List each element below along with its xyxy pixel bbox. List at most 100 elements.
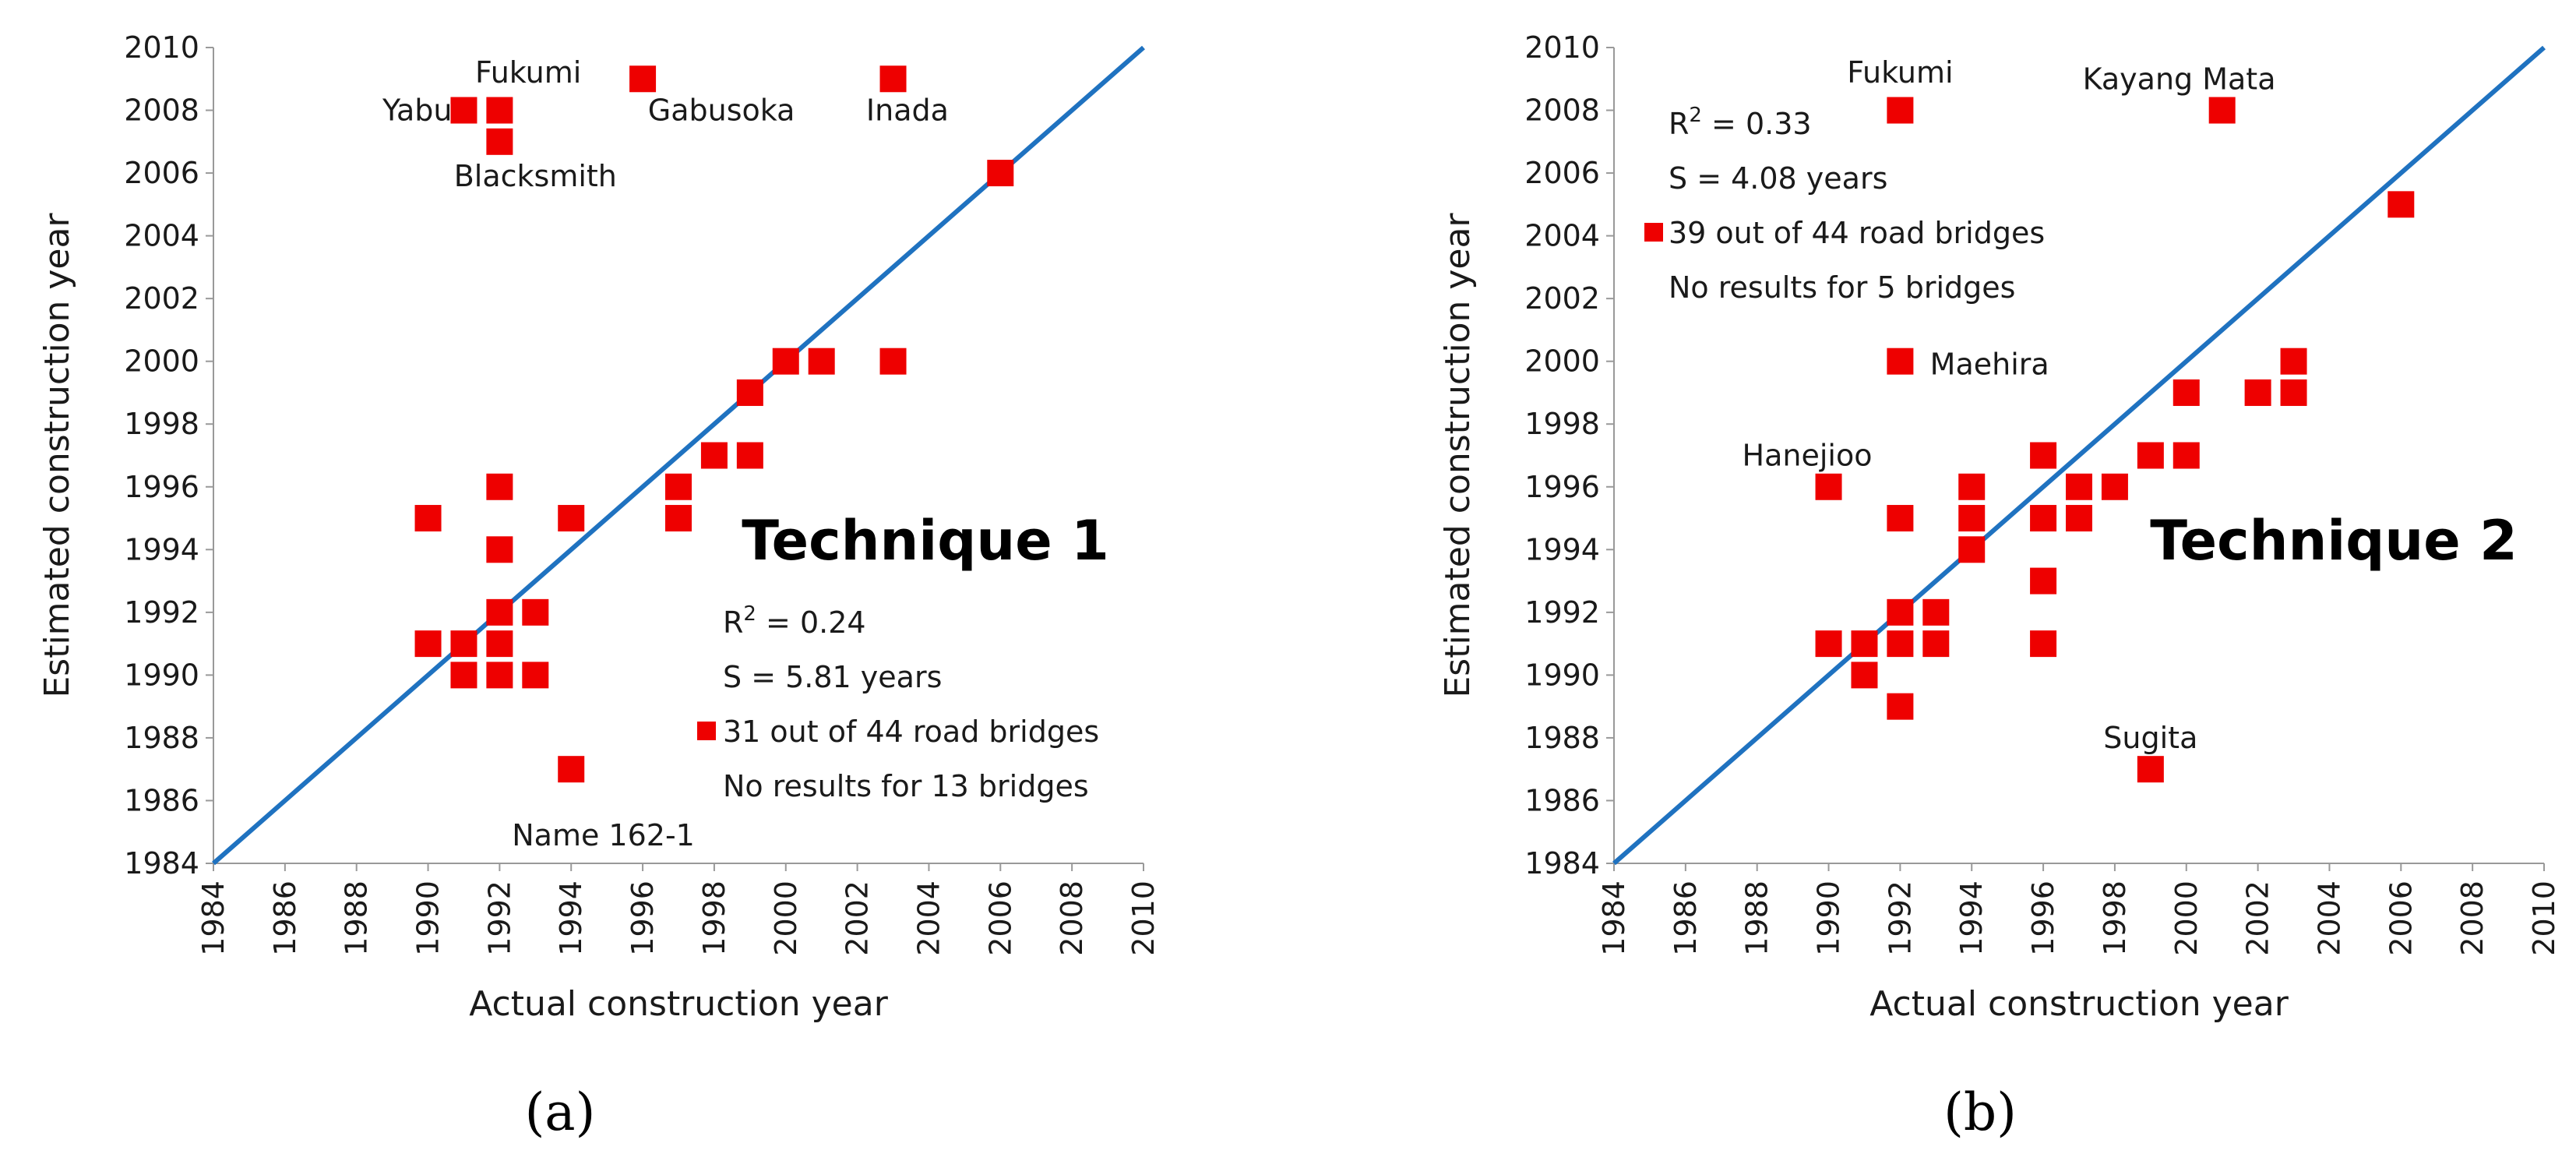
x-tick-label: 1992 bbox=[482, 880, 516, 956]
data-point bbox=[1922, 598, 1950, 626]
data-point bbox=[2066, 505, 2092, 532]
annotation-label: Sugita bbox=[2103, 721, 2197, 755]
data-point bbox=[879, 65, 907, 93]
y-tick-label: 1988 bbox=[1524, 721, 1600, 755]
no-results-label: No results for 5 bridges bbox=[1669, 270, 2015, 305]
y-tick-label: 2008 bbox=[124, 94, 199, 128]
y-tick-label: 1984 bbox=[124, 846, 199, 880]
data-point bbox=[486, 536, 513, 563]
y-tick-label: 2008 bbox=[1524, 94, 1600, 128]
data-point bbox=[1851, 662, 1878, 689]
x-tick-label: 2006 bbox=[983, 880, 1017, 956]
standard-error-label: S = 4.08 years bbox=[1669, 161, 1887, 196]
panel-label: (a) bbox=[525, 1082, 596, 1142]
data-point bbox=[1851, 630, 1878, 658]
standard-error-label: S = 5.81 years bbox=[723, 660, 942, 694]
y-tick-label: 2002 bbox=[1524, 281, 1600, 316]
data-point bbox=[2030, 505, 2057, 532]
data-point bbox=[558, 756, 585, 783]
data-point bbox=[736, 442, 763, 469]
x-tick-label: 1988 bbox=[340, 880, 374, 956]
y-tick-label: 1998 bbox=[124, 407, 199, 441]
y-tick-label: 1994 bbox=[124, 532, 199, 566]
y-tick-label: 2004 bbox=[1524, 219, 1600, 253]
data-point bbox=[2280, 348, 2307, 375]
data-point bbox=[450, 662, 477, 689]
x-tick-label: 2010 bbox=[2527, 880, 2561, 956]
data-point bbox=[2387, 191, 2415, 218]
y-tick-label: 1990 bbox=[124, 658, 199, 692]
annotation-label: Gabusoka bbox=[648, 94, 795, 128]
x-tick-label: 1990 bbox=[1812, 880, 1846, 956]
data-point bbox=[736, 379, 763, 406]
y-tick-label: 2006 bbox=[124, 156, 199, 190]
data-point bbox=[1815, 630, 1842, 658]
data-point bbox=[558, 505, 585, 532]
x-tick-label: 1998 bbox=[2098, 880, 2132, 956]
data-point bbox=[1887, 505, 1914, 532]
y-axis-title: Estimated construction year bbox=[1438, 213, 1478, 698]
x-tick-label: 2006 bbox=[2384, 880, 2418, 956]
data-point bbox=[2030, 442, 2057, 469]
y-tick-label: 2000 bbox=[1524, 344, 1600, 379]
y-tick-label: 2004 bbox=[124, 219, 199, 253]
data-point bbox=[450, 97, 477, 124]
y-tick-label: 2000 bbox=[124, 344, 199, 379]
y-tick-label: 1996 bbox=[1524, 470, 1600, 504]
data-point bbox=[665, 473, 692, 500]
annotation-label: Name 162-1 bbox=[512, 818, 695, 852]
no-results-label: No results for 13 bridges bbox=[723, 769, 1089, 803]
data-point bbox=[486, 473, 513, 500]
annotation-label: Fukumi bbox=[1847, 55, 1953, 90]
r-squared-label: R2 = 0.33 bbox=[1669, 104, 1812, 141]
data-point bbox=[2244, 379, 2271, 406]
data-point bbox=[1815, 473, 1842, 500]
data-point bbox=[2173, 442, 2200, 469]
x-tick-label: 1988 bbox=[1740, 880, 1774, 956]
x-tick-label: 1996 bbox=[2026, 880, 2060, 956]
y-tick-label: 1992 bbox=[124, 595, 199, 630]
x-tick-label: 2002 bbox=[840, 880, 875, 956]
data-point bbox=[2208, 97, 2236, 124]
data-point bbox=[987, 160, 1014, 187]
y-tick-label: 1986 bbox=[124, 783, 199, 817]
data-point bbox=[486, 630, 513, 658]
data-point bbox=[665, 505, 692, 532]
technique-label: Technique 2 bbox=[2150, 509, 2518, 573]
annotation-label: Kayang Mata bbox=[2083, 62, 2276, 96]
annotation-label: Blacksmith bbox=[454, 159, 617, 193]
data-point bbox=[2280, 379, 2307, 406]
data-point bbox=[1887, 97, 1914, 124]
y-tick-label: 1990 bbox=[1524, 658, 1600, 692]
y-tick-label: 1984 bbox=[1524, 846, 1600, 880]
annotation-label: Inada bbox=[866, 94, 949, 128]
data-point bbox=[2066, 473, 2092, 500]
x-axis-title: Actual construction year bbox=[469, 984, 889, 1024]
x-tick-label: 2000 bbox=[2169, 880, 2204, 956]
x-tick-label: 1990 bbox=[411, 880, 446, 956]
data-point bbox=[486, 97, 513, 124]
x-tick-label: 1998 bbox=[697, 880, 731, 956]
data-point bbox=[2173, 379, 2200, 406]
data-point bbox=[2101, 473, 2128, 500]
data-point bbox=[1958, 505, 1986, 532]
technique-label: Technique 1 bbox=[742, 509, 1109, 573]
y-tick-label: 2002 bbox=[124, 281, 199, 316]
data-point bbox=[1922, 630, 1950, 658]
y-tick-label: 1992 bbox=[1524, 595, 1600, 630]
y-tick-label: 2006 bbox=[1524, 156, 1600, 190]
data-point bbox=[450, 630, 477, 658]
y-axis-title: Estimated construction year bbox=[37, 213, 77, 698]
data-point bbox=[1958, 536, 1986, 563]
data-point bbox=[1958, 473, 1986, 500]
x-tick-label: 1984 bbox=[1597, 880, 1631, 956]
annotation-label: Maehira bbox=[1930, 348, 2049, 382]
x-tick-label: 2004 bbox=[911, 880, 946, 956]
data-point bbox=[1887, 693, 1914, 720]
y-tick-label: 1996 bbox=[124, 470, 199, 504]
data-point bbox=[414, 630, 442, 658]
x-tick-label: 2004 bbox=[2312, 880, 2346, 956]
x-tick-label: 1994 bbox=[554, 880, 588, 956]
